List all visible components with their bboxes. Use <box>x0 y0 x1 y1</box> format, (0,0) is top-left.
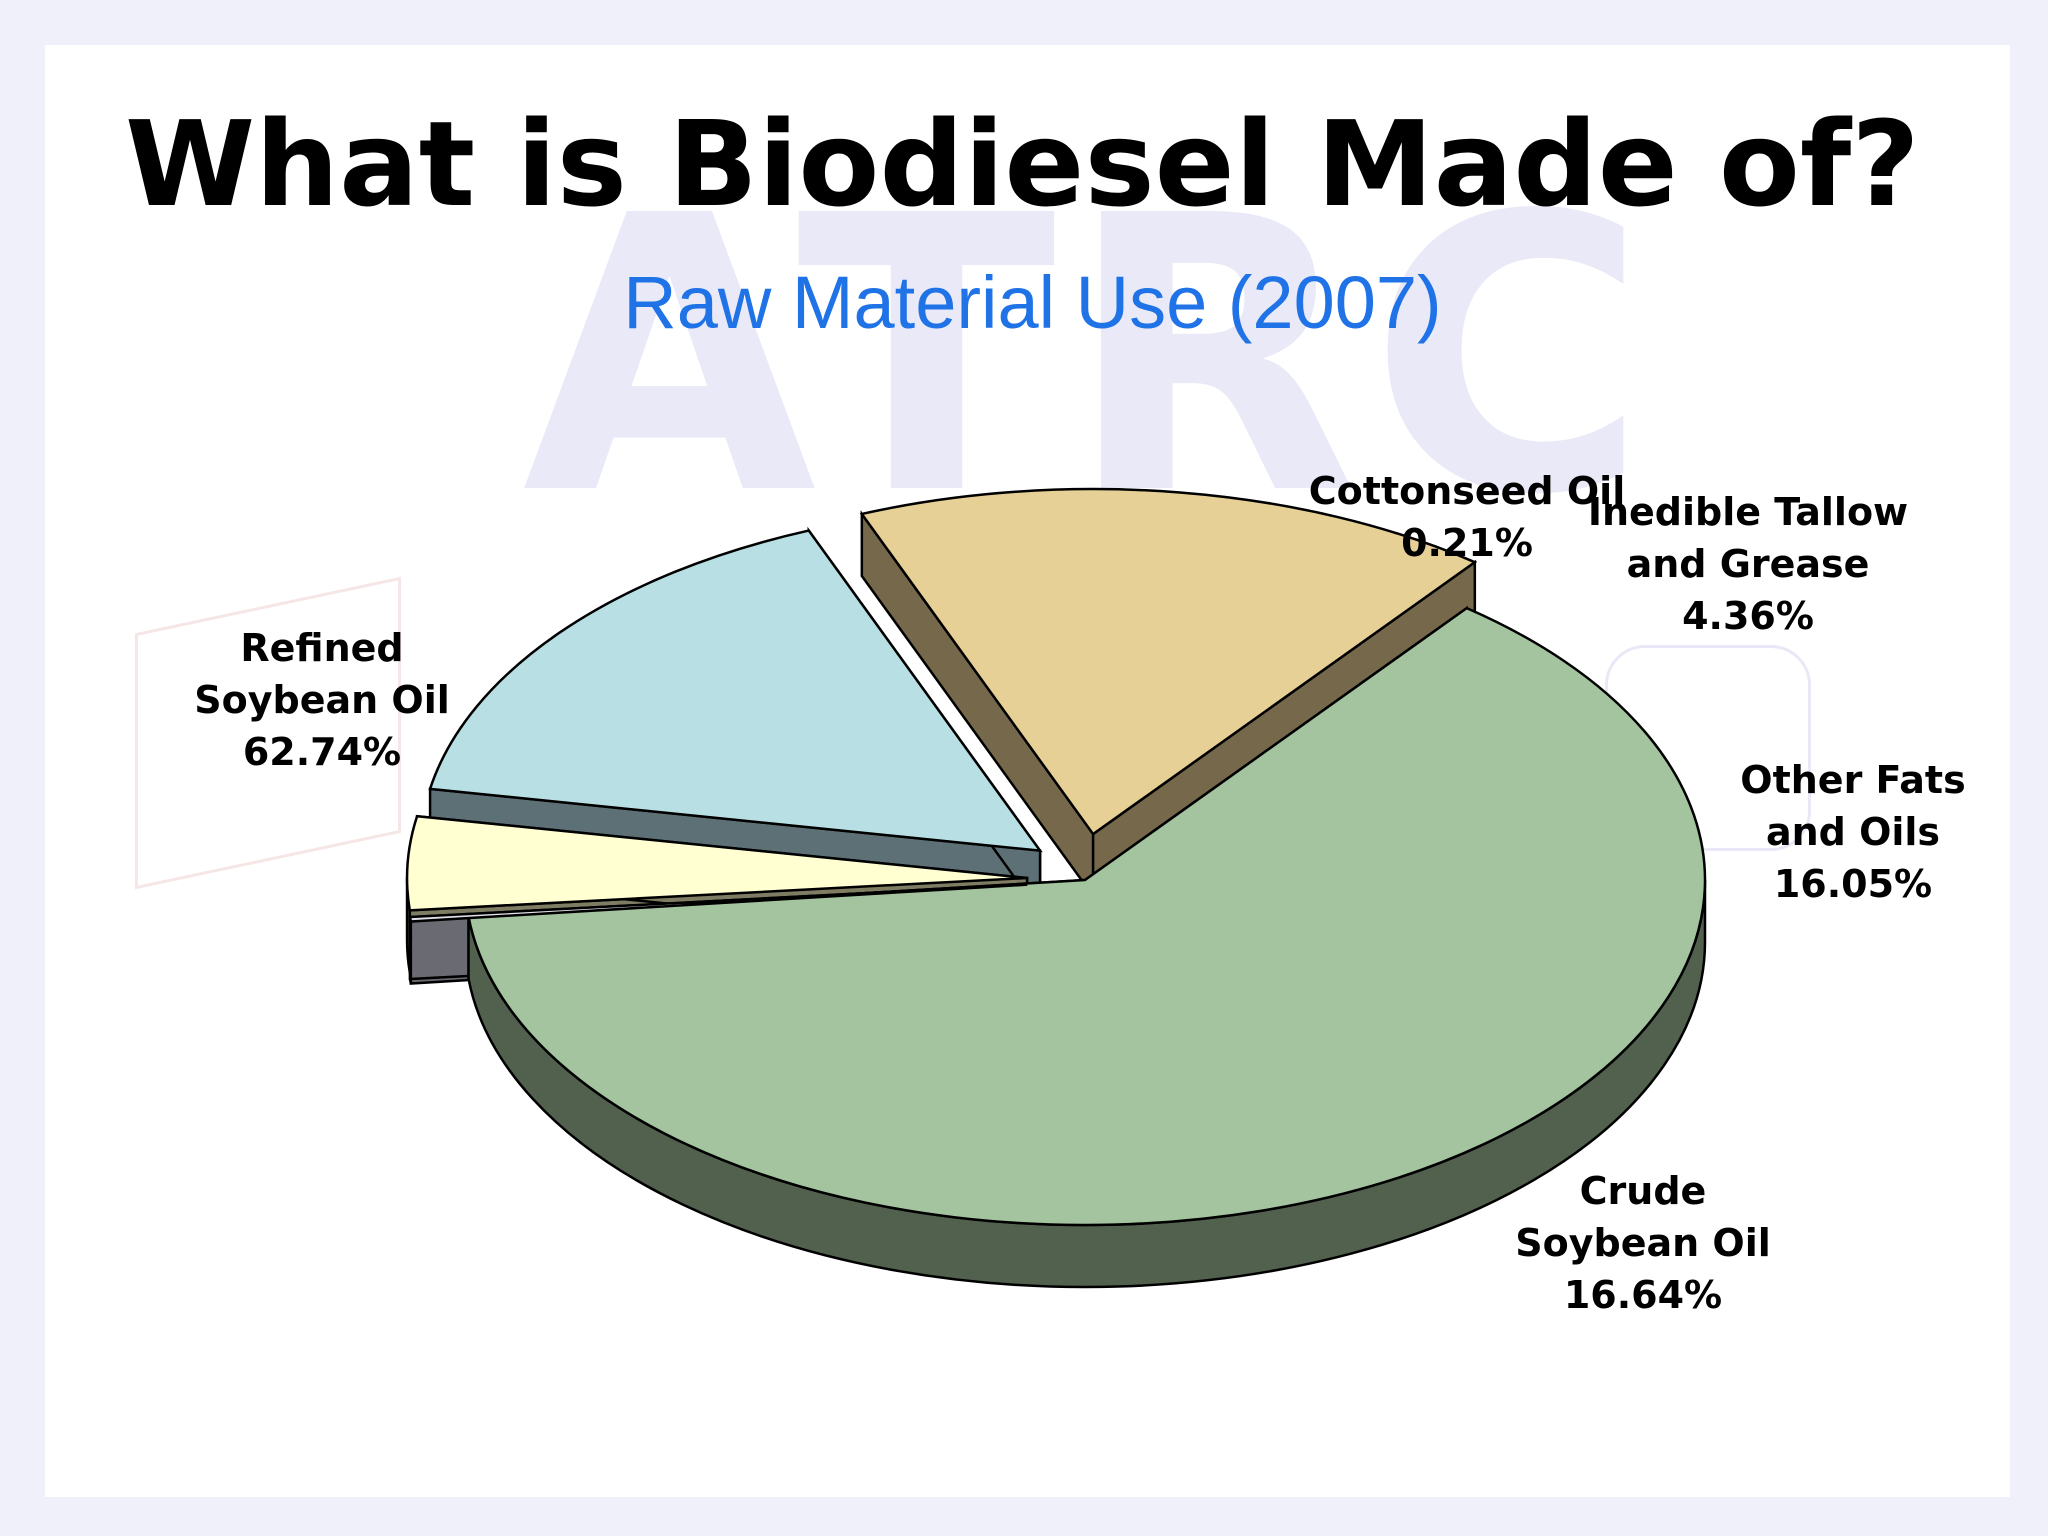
slice-label-refined-soybean-oil: Refined Soybean Oil 62.74% <box>194 626 450 774</box>
slice-outer-wall-cottonseed-oil-0 <box>408 916 413 984</box>
slice-name-crude-soybean-oil-line-0: Crude <box>1580 1169 1707 1213</box>
pie-slice-other-fats-and-oils <box>428 529 1043 853</box>
slice-name-crude-soybean-oil-line-1: Soybean Oil <box>1515 1221 1771 1265</box>
slice-name-other-fats-and-oils-line-0: Other Fats <box>1740 758 1965 802</box>
slice-value-other-fats-and-oils: 16.05% <box>1774 862 1932 906</box>
pie-slice-refined-soybean-oil <box>467 606 1707 1227</box>
slice-value-cottonseed-oil: 0.21% <box>1401 521 1533 565</box>
pie-slice-inedible-tallow-and-grease <box>405 814 1028 912</box>
slice-name-refined-soybean-oil-line-1: Soybean Oil <box>194 678 450 722</box>
slice-label-inedible-tallow-and-grease: Inedible Tallow and Grease 4.36% <box>1588 490 1908 638</box>
pie-labels: Refined Soybean Oil 62.74% Cottonseed Oil 0.… <box>194 469 1965 1317</box>
slice-name-other-fats-and-oils-line-1: and Oils <box>1766 810 1940 854</box>
slice-value-crude-soybean-oil: 16.64% <box>1564 1273 1722 1317</box>
chart-title: Raw Material Use (2007) <box>623 261 1442 344</box>
pie-slice-cottonseed-oil <box>408 883 1028 923</box>
slice-name-inedible-tallow-and-grease-line-1: and Grease <box>1627 542 1870 586</box>
pie-top-faces <box>405 487 1707 1227</box>
slice-value-refined-soybean-oil: 62.74% <box>243 730 401 774</box>
slice-label-crude-soybean-oil: Crude Soybean Oil 16.64% <box>1515 1169 1771 1317</box>
slice-label-cottonseed-oil: Cottonseed Oil 0.21% <box>1309 469 1625 565</box>
slice-label-other-fats-and-oils: Other Fats and Oils 16.05% <box>1740 758 1965 906</box>
slide-title: What is Biodiesel Made of? <box>125 95 1920 233</box>
slice-name-cottonseed-oil-line-0: Cottonseed Oil <box>1309 469 1625 513</box>
slice-name-refined-soybean-oil-line-0: Refined <box>240 626 403 670</box>
slice-value-inedible-tallow-and-grease: 4.36% <box>1682 594 1814 638</box>
pie-slice-crude-soybean-oil <box>859 487 1478 836</box>
slice-name-inedible-tallow-and-grease-line-0: Inedible Tallow <box>1588 490 1908 534</box>
slide: ATRC What is Biodiesel Made of? Raw Mate… <box>45 45 2010 1497</box>
